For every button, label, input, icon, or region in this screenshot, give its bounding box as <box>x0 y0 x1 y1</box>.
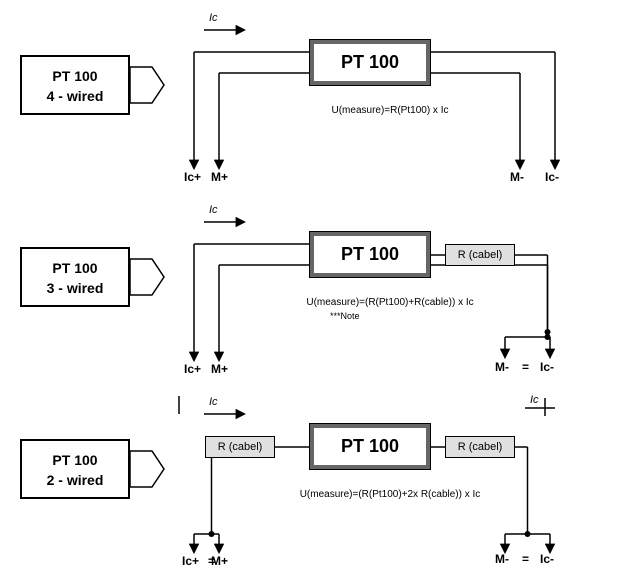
three-wire-rcable-right: R (cabel) <box>445 244 515 266</box>
two-wire-section: PT 100 2 - wired PT 100 R (cabel) R (cabel) I… <box>0 384 620 576</box>
three-wire-icminus-text: Ic- <box>540 360 554 374</box>
three-wire-ic-label: Ic <box>209 204 218 216</box>
two-wire-mplus: M+ <box>211 554 228 568</box>
two-wire-rcable-left: R (cabel) <box>205 436 275 458</box>
formula-text: U(measure)=(R(Pt100)+R(cable)) x Ic <box>306 297 473 308</box>
two-wire-icminus: Ic- <box>540 552 554 566</box>
source-line2: 2 - wired <box>47 472 104 488</box>
pt100-label: PT 100 <box>341 52 399 73</box>
three-wire-mplus-text: M+ <box>211 362 228 376</box>
three-wire-formula: U(measure)=(R(Pt100)+R(cable)) x Ic <box>280 297 500 308</box>
four-wire-mplus-text: M+ <box>211 170 228 184</box>
three-wire-eq-right: = <box>522 360 529 374</box>
two-wire-icminus-text: Ic- <box>540 552 554 566</box>
source-line1: PT 100 <box>52 260 97 276</box>
two-wire-rcable-right: R (cabel) <box>445 436 515 458</box>
note-text: ***Note <box>330 311 360 321</box>
two-wire-formula: U(measure)=(R(Pt100)+2x R(cable)) x Ic <box>280 489 500 500</box>
rcable-label: R (cabel) <box>458 249 503 261</box>
rcable-label: R (cabel) <box>458 441 503 453</box>
four-wire-mplus: M+ <box>211 170 228 184</box>
four-wire-mminus-text: M- <box>510 170 524 184</box>
three-wire-note: ***Note <box>330 311 360 321</box>
three-wire-mminus: M- <box>495 360 509 374</box>
source-line2: 3 - wired <box>47 280 104 296</box>
three-wire-icplus-text: Ic+ <box>184 362 201 376</box>
ic-text: Ic <box>209 12 218 24</box>
ic-text: Ic <box>530 394 539 406</box>
three-wire-source-box: PT 100 3 - wired <box>20 247 130 307</box>
two-wire-ic-label: Ic <box>209 396 218 408</box>
two-wire-mplus-text: M+ <box>211 554 228 568</box>
ic-text: Ic <box>209 396 218 408</box>
two-wire-icplus-text: Ic+ <box>182 554 199 568</box>
four-wire-source-box: PT 100 4 - wired <box>20 55 130 115</box>
three-wire-icminus: Ic- <box>540 360 554 374</box>
two-wire-mminus: M- <box>495 552 509 566</box>
four-wire-icminus: Ic- <box>545 170 559 184</box>
source-line1: PT 100 <box>52 452 97 468</box>
four-wire-icplus-text: Ic+ <box>184 170 201 184</box>
four-wire-formula: U(measure)=R(Pt100) x Ic <box>280 105 500 116</box>
two-wire-source-box: PT 100 2 - wired <box>20 439 130 499</box>
three-wire-mplus: M+ <box>211 362 228 376</box>
three-wire-icplus: Ic+ <box>184 362 201 376</box>
formula-text: U(measure)=(R(Pt100)+2x R(cable)) x Ic <box>300 489 481 500</box>
source-line2: 4 - wired <box>47 88 104 104</box>
two-wire-eq-right: = <box>522 552 529 566</box>
three-wire-section: PT 100 3 - wired PT 100 R (cabel) Ic Ic+ M+ M- =… <box>0 192 620 384</box>
two-wire-ic-label-right: Ic <box>530 394 539 406</box>
three-wire-pt100-box: PT 100 <box>310 232 430 277</box>
source-line1: PT 100 <box>52 68 97 84</box>
four-wire-pt100-box: PT 100 <box>310 40 430 85</box>
ic-text: Ic <box>209 204 218 216</box>
four-wire-section: PT 100 4 - wired PT 100 Ic Ic+ M+ M- Ic- U(measu… <box>0 0 620 192</box>
two-wire-icplus: Ic+ <box>182 554 199 568</box>
four-wire-icplus: Ic+ <box>184 170 201 184</box>
four-wire-icminus-text: Ic- <box>545 170 559 184</box>
rcable-label: R (cabel) <box>218 441 263 453</box>
four-wire-ic-label: Ic <box>209 12 218 24</box>
two-wire-mminus-text: M- <box>495 552 509 566</box>
pt100-label: PT 100 <box>341 244 399 265</box>
pt100-label: PT 100 <box>341 436 399 457</box>
formula-text: U(measure)=R(Pt100) x Ic <box>332 105 449 116</box>
two-wire-pt100-box: PT 100 <box>310 424 430 469</box>
four-wire-mminus: M- <box>510 170 524 184</box>
three-wire-mminus-text: M- <box>495 360 509 374</box>
